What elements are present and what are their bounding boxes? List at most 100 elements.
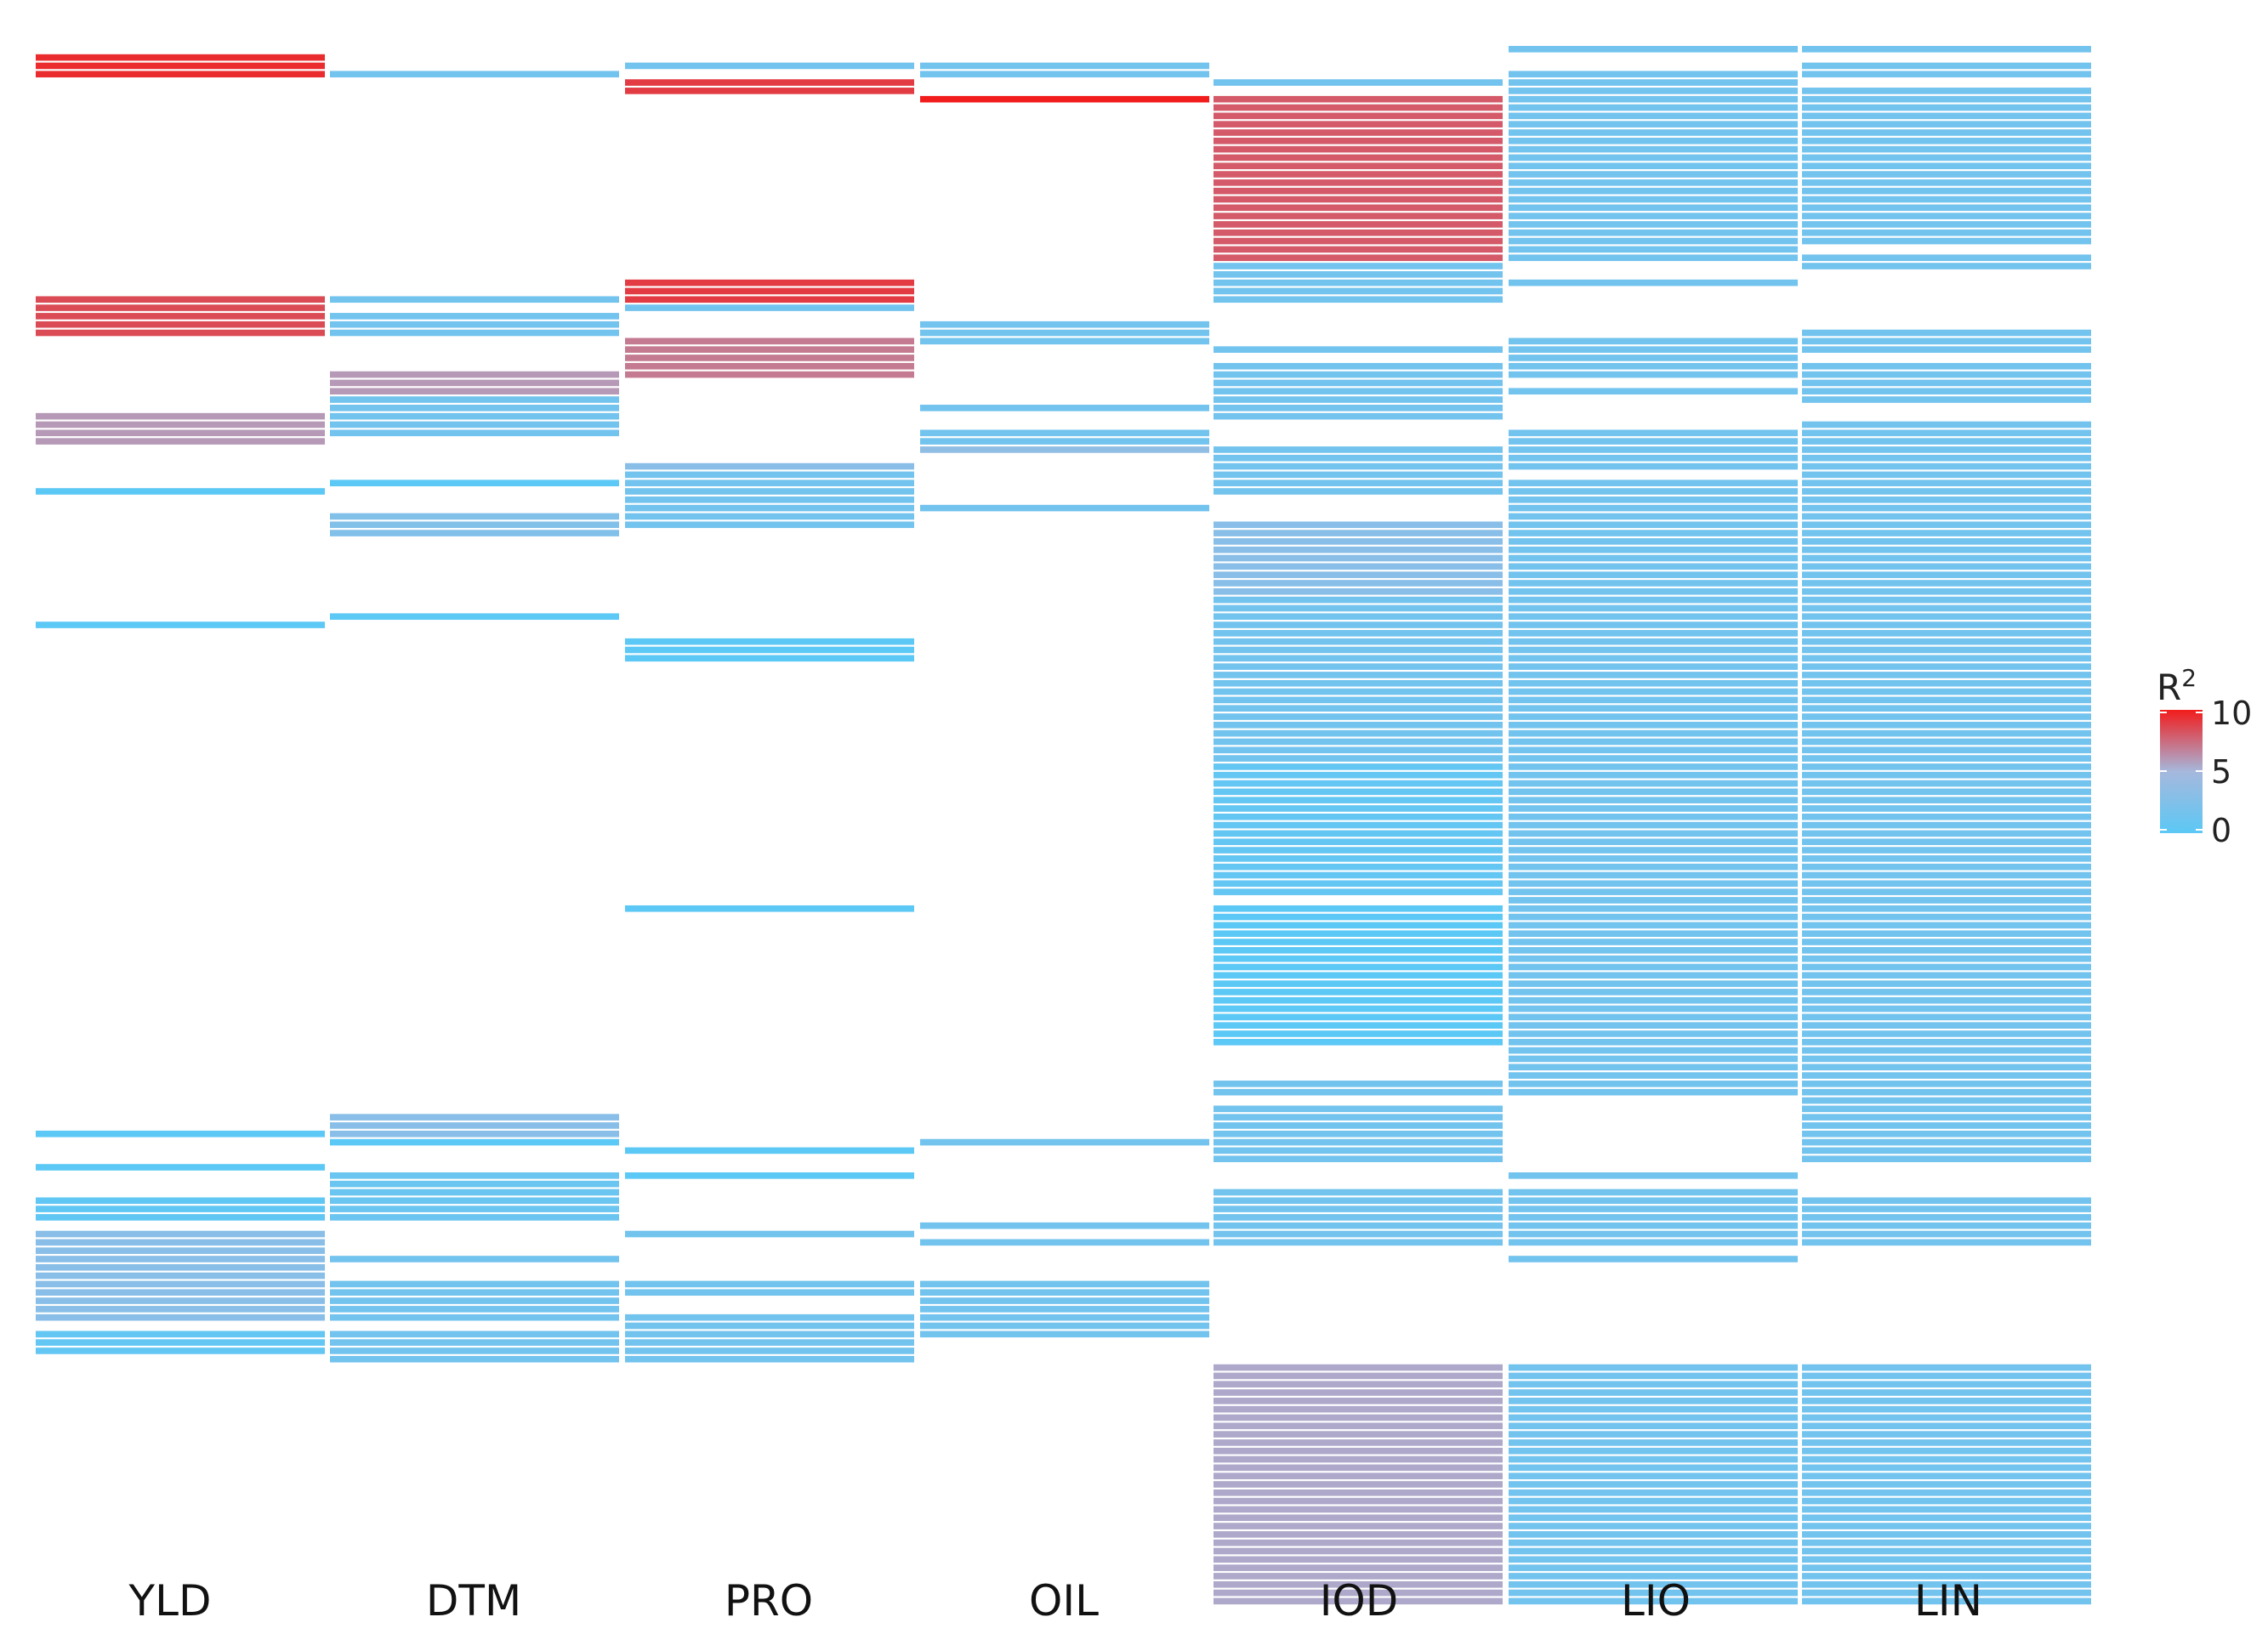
cell-iod-row-185 [1214, 1589, 1503, 1597]
cell-iod-row-29 [1214, 287, 1503, 295]
cell-lin-row-56 [1802, 513, 2091, 520]
cell-iod-row-9 [1214, 121, 1503, 128]
cell-lin-row-60 [1802, 546, 2091, 553]
legend-title-base: R [2157, 667, 2181, 708]
cell-lio-row-48 [1509, 446, 1798, 453]
cell-lin-row-130 [1802, 1130, 2091, 1138]
cell-lin-row-96 [1802, 847, 2091, 854]
cell-lin-row-55 [1802, 504, 2091, 512]
cell-lin-row-108 [1802, 947, 2091, 954]
cell-lio-row-88 [1509, 780, 1798, 787]
cell-iod-row-165 [1214, 1422, 1503, 1430]
cell-pro-row-135 [625, 1172, 914, 1179]
cell-lin-row-167 [1802, 1439, 2091, 1446]
cell-lin-row-0 [1802, 46, 2091, 53]
cell-lio-row-143 [1509, 1239, 1798, 1246]
cell-lin-row-22 [1802, 229, 2091, 236]
cell-lin-row-115 [1802, 1005, 2091, 1013]
cell-lin-row-86 [1802, 763, 2091, 770]
cell-lio-row-116 [1509, 1013, 1798, 1021]
cell-lin-row-10 [1802, 129, 2091, 136]
cell-yld-row-32 [36, 313, 325, 320]
cell-lin-row-107 [1802, 939, 2091, 945]
cell-lio-row-10 [1509, 129, 1798, 136]
cell-iod-row-80 [1214, 713, 1503, 720]
cell-iod-row-84 [1214, 746, 1503, 754]
cell-lio-row-98 [1509, 863, 1798, 871]
cell-lin-row-23 [1802, 237, 2091, 245]
cell-lio-row-24 [1509, 246, 1798, 253]
cell-iod-row-98 [1214, 863, 1503, 871]
cell-lin-row-12 [1802, 145, 2091, 153]
cell-iod-row-77 [1214, 688, 1503, 695]
cell-yld-row-139 [36, 1206, 325, 1212]
cell-yld-row-69 [36, 621, 325, 628]
cell-lio-row-39 [1509, 371, 1798, 378]
cell-lio-row-172 [1509, 1481, 1798, 1488]
cell-lio-row-5 [1509, 88, 1798, 94]
cell-iod-row-127 [1214, 1105, 1503, 1113]
cell-lin-row-87 [1802, 771, 2091, 779]
cell-lio-row-9 [1509, 121, 1798, 128]
cell-lin-row-18 [1802, 196, 2091, 203]
cell-lin-row-20 [1802, 213, 2091, 219]
cell-lio-row-16 [1509, 179, 1798, 186]
col-label-dtm: DTM [426, 1576, 521, 1625]
cell-oil-row-141 [920, 1222, 1209, 1229]
cell-iod-row-39 [1214, 371, 1503, 378]
cell-lin-row-99 [1802, 871, 2091, 879]
cell-yld-row-143 [36, 1239, 325, 1246]
cell-dtm-row-151 [330, 1306, 619, 1313]
cell-pro-row-52 [625, 479, 914, 486]
cell-lio-row-123 [1509, 1072, 1798, 1079]
cell-lio-row-71 [1509, 638, 1798, 645]
cell-lio-row-17 [1509, 187, 1798, 195]
cell-dtm-row-135 [330, 1172, 619, 1179]
cell-lin-row-121 [1802, 1055, 2091, 1063]
column-cells-pro [625, 62, 914, 1363]
cell-lio-row-109 [1509, 955, 1798, 962]
cell-iod-row-104 [1214, 913, 1503, 921]
cell-iod-row-108 [1214, 947, 1503, 954]
cell-lin-row-68 [1802, 613, 2091, 621]
cell-dtm-row-46 [330, 429, 619, 437]
cell-lio-row-23 [1509, 237, 1798, 245]
cell-lio-row-183 [1509, 1573, 1798, 1580]
cell-lin-row-170 [1802, 1464, 2091, 1472]
cell-yld-row-31 [36, 304, 325, 311]
cell-lin-row-8 [1802, 112, 2091, 120]
cell-iod-row-19 [1214, 204, 1503, 212]
cell-lio-row-108 [1509, 947, 1798, 954]
cell-lin-row-14 [1802, 162, 2091, 170]
cell-pro-row-73 [625, 655, 914, 662]
cell-lio-row-99 [1509, 871, 1798, 879]
cell-iod-row-26 [1214, 263, 1503, 269]
cell-lio-row-92 [1509, 813, 1798, 820]
cell-pro-row-142 [625, 1230, 914, 1238]
cell-oil-row-131 [920, 1138, 1209, 1146]
cell-lin-row-183 [1802, 1573, 2091, 1580]
cell-lin-row-15 [1802, 171, 2091, 178]
cell-lio-row-137 [1509, 1189, 1798, 1196]
cell-lio-row-105 [1509, 922, 1798, 929]
cell-lio-row-102 [1509, 897, 1798, 904]
cell-lio-row-83 [1509, 738, 1798, 746]
cell-lin-row-114 [1802, 996, 2091, 1004]
cell-lin-row-90 [1802, 797, 2091, 803]
cell-lio-row-81 [1509, 722, 1798, 729]
cell-pro-row-55 [625, 504, 914, 512]
cell-lin-row-70 [1802, 630, 2091, 637]
cell-lio-row-47 [1509, 438, 1798, 445]
cell-oil-row-152 [920, 1313, 1209, 1321]
cell-lio-row-60 [1509, 546, 1798, 553]
cell-lio-row-162 [1509, 1398, 1798, 1404]
cell-iod-row-93 [1214, 821, 1503, 829]
cell-iod-row-50 [1214, 462, 1503, 470]
cell-lio-row-11 [1509, 137, 1798, 145]
cell-iod-row-101 [1214, 888, 1503, 895]
cell-iod-row-139 [1214, 1206, 1503, 1212]
cell-iod-row-158 [1214, 1364, 1503, 1371]
cell-oil-row-148 [920, 1280, 1209, 1288]
cell-lio-row-159 [1509, 1372, 1798, 1380]
cell-lin-row-11 [1802, 137, 2091, 145]
